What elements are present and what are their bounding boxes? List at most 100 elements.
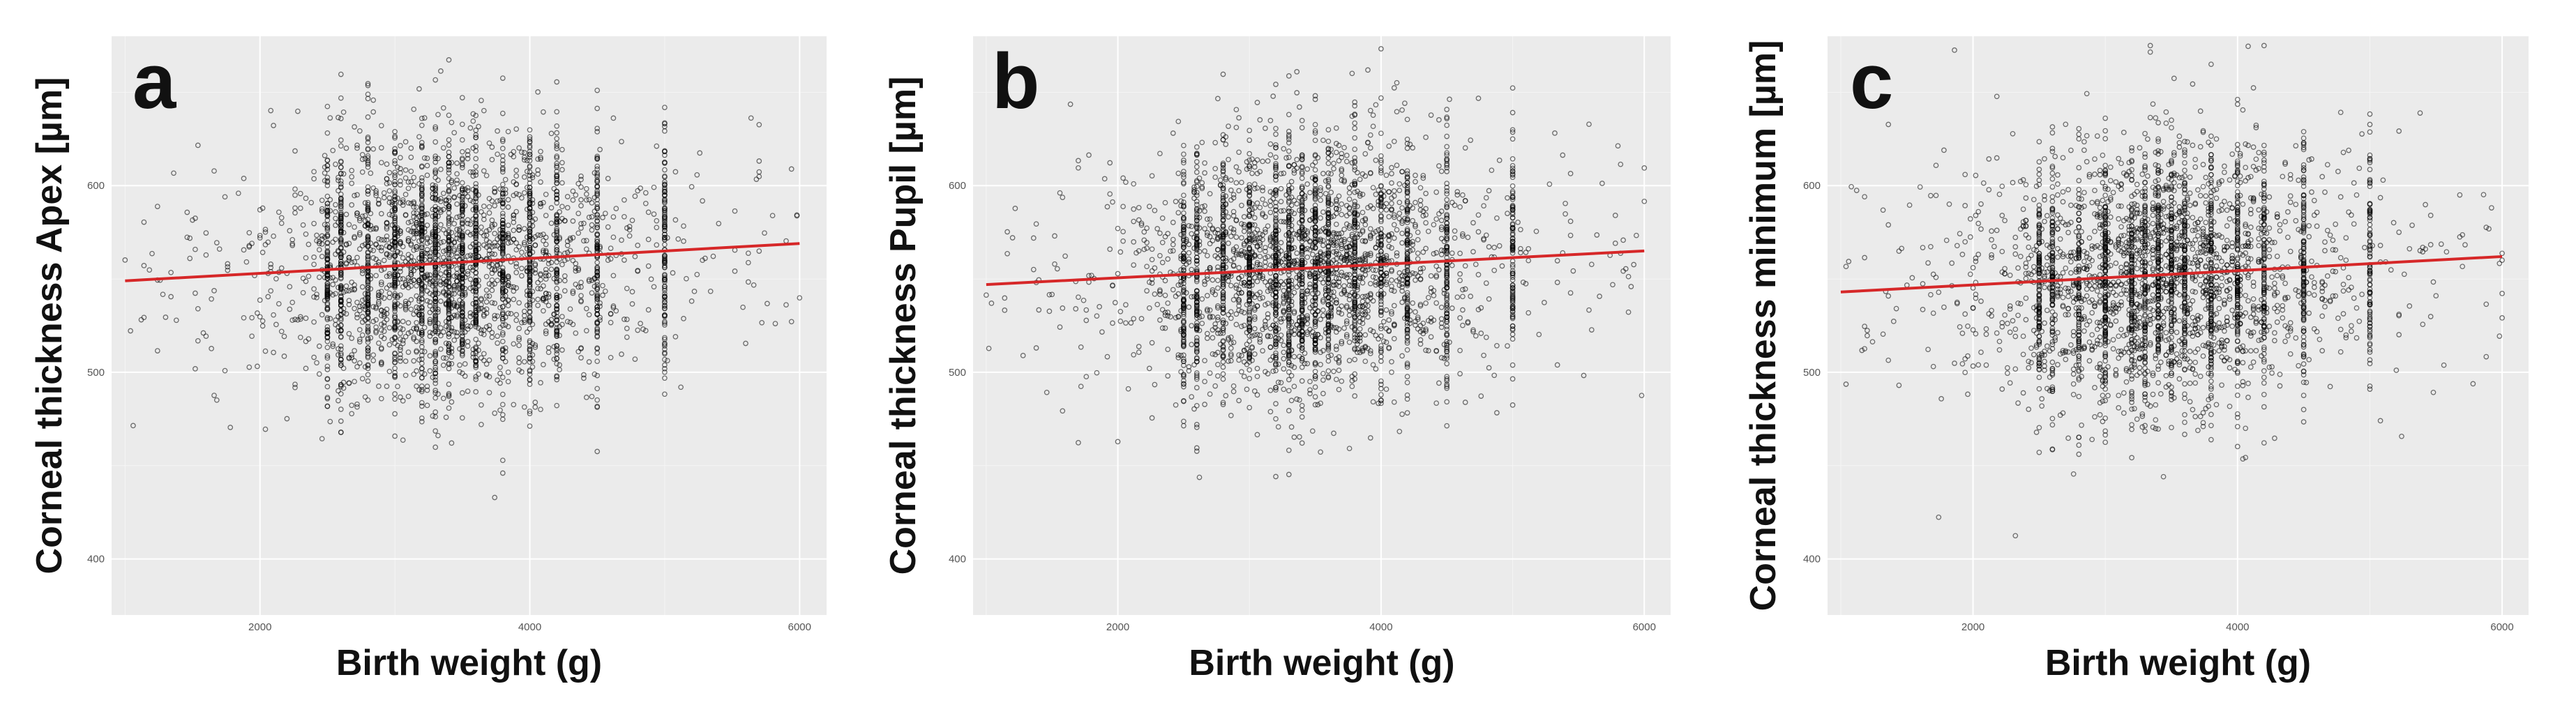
data-point [432,324,439,330]
data-point [573,330,579,336]
data-point [405,185,412,191]
data-point [259,205,266,211]
data-point [259,318,266,324]
data-point [465,323,471,329]
data-point [473,128,479,133]
data-point [141,219,147,225]
data-point [354,314,360,321]
data-point [554,143,560,149]
data-point [465,185,471,191]
data-point [411,106,417,112]
data-point [473,206,479,213]
data-point [419,403,425,409]
y-tick-label: 400 [87,554,105,565]
data-point [365,372,371,378]
data-point [470,351,476,357]
data-point [349,411,355,417]
data-point [386,169,393,176]
data-point [635,243,641,248]
data-point [193,290,198,296]
data-point [430,182,436,188]
data-point [557,278,562,284]
data-point [273,321,279,328]
data-point [624,285,630,291]
data-point [376,340,382,347]
data-point [187,235,193,241]
data-point [322,164,328,170]
data-point [505,303,511,309]
data-point [499,224,506,230]
x-tick-label: 6000 [788,621,811,633]
data-point [535,296,541,303]
data-point [427,275,433,282]
data-point [432,322,439,328]
data-point [538,155,543,160]
data-point [732,268,738,274]
data-point [594,397,601,403]
data-point [400,255,406,261]
data-point [483,361,490,367]
data-point [521,358,527,365]
data-point [446,319,452,324]
data-point [227,425,234,430]
data-point [365,355,371,360]
data-point [333,291,338,297]
data-point [521,157,527,163]
data-point [262,426,269,432]
data-point [297,190,303,197]
data-point [535,232,541,238]
data-point [662,322,668,328]
data-point [343,311,349,317]
data-point [303,255,309,261]
data-point [473,231,479,236]
data-point [411,214,417,220]
data-point [492,251,498,257]
data-point [419,175,425,181]
data-point [402,167,409,173]
data-point [583,246,589,252]
data-point [562,288,568,294]
data-point [497,380,503,386]
data-point [330,147,336,153]
data-point [370,185,377,191]
data-point [502,322,509,328]
data-point [564,194,571,199]
data-point [519,195,525,201]
data-point [756,121,762,128]
data-point [365,276,371,282]
data-point [662,276,668,282]
data-point [575,349,582,355]
data-point [521,319,527,326]
data-point [292,381,298,388]
data-point [451,195,458,201]
data-point [446,248,452,254]
data-point [384,226,390,231]
data-point [421,115,428,121]
data-point [324,227,331,233]
data-point [619,351,624,357]
data-point [303,195,309,202]
data-point [163,314,169,320]
data-point [427,239,433,245]
data-point [465,188,471,194]
data-point [470,111,476,117]
data-point [349,174,355,180]
data-point [454,314,460,320]
data-point [465,217,471,223]
data-point [662,365,668,372]
data-point [527,158,533,164]
data-point [449,399,455,405]
data-point [416,213,422,220]
data-points [122,57,803,501]
data-point [356,230,363,236]
data-point [479,98,484,103]
data-point [516,244,522,250]
data-point [467,197,474,204]
data-point [370,358,377,363]
data-point [527,172,533,178]
data-point [297,314,303,320]
data-point [573,268,579,274]
data-point [392,298,398,305]
data-point [408,229,414,234]
